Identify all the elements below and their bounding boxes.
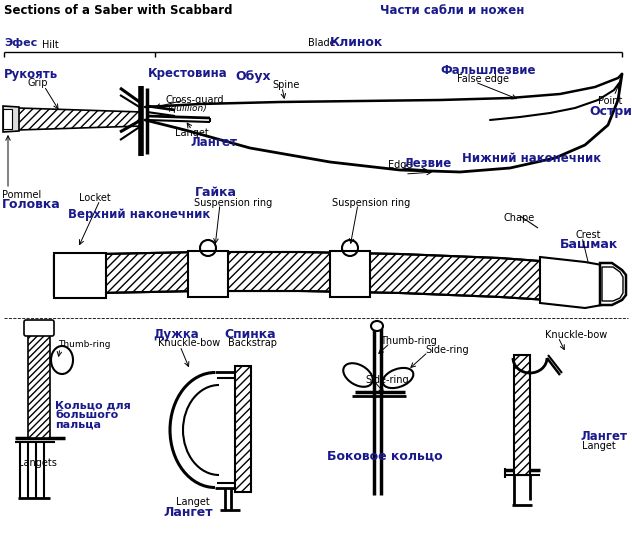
- Bar: [54, 253, 106, 298]
- Text: Верхний наконечник: Верхний наконечник: [68, 208, 210, 221]
- Text: (quillion): (quillion): [167, 104, 207, 113]
- Bar: [235, 366, 251, 492]
- Polygon shape: [3, 109, 12, 129]
- Text: Лезвие: Лезвие: [403, 157, 451, 170]
- Text: False edge: False edge: [457, 74, 509, 84]
- Text: Langet: Langet: [176, 497, 210, 507]
- Text: Лангет: Лангет: [190, 136, 237, 149]
- Text: Edge: Edge: [388, 160, 412, 170]
- Text: Thumb-ring: Thumb-ring: [380, 336, 437, 346]
- Bar: [514, 355, 530, 475]
- Text: Обух: Обух: [235, 70, 270, 83]
- Text: Knuckle-bow: Knuckle-bow: [545, 330, 607, 340]
- Text: Башмак: Башмак: [560, 238, 618, 251]
- Polygon shape: [540, 257, 602, 308]
- Text: Knuckle-bow: Knuckle-bow: [158, 338, 220, 348]
- Text: Части сабли и ножен: Части сабли и ножен: [380, 4, 525, 17]
- Text: Langet: Langet: [582, 441, 616, 451]
- Text: большого: большого: [55, 410, 118, 420]
- Text: Side-ring: Side-ring: [425, 345, 468, 355]
- Text: Крестовина: Крестовина: [148, 67, 228, 80]
- Text: Chape: Chape: [503, 213, 534, 223]
- Bar: [188, 251, 228, 297]
- Text: Cross-guard: Cross-guard: [165, 95, 224, 105]
- Text: Grip: Grip: [28, 78, 49, 88]
- Text: Pommel: Pommel: [2, 190, 41, 200]
- Text: Гайка: Гайка: [195, 186, 237, 199]
- Text: Side-ring: Side-ring: [365, 375, 409, 385]
- Text: Suspension ring: Suspension ring: [194, 198, 272, 208]
- Text: Дужка: Дужка: [153, 328, 198, 341]
- Text: пальца: пальца: [55, 420, 101, 430]
- FancyBboxPatch shape: [24, 320, 54, 336]
- Text: Locket: Locket: [79, 193, 111, 203]
- Text: Langet: Langet: [175, 128, 209, 138]
- Text: Головка: Головка: [2, 198, 61, 211]
- Text: Spine: Spine: [272, 80, 300, 90]
- Text: Нижний наконечник: Нижний наконечник: [462, 152, 601, 165]
- Bar: [330, 251, 370, 297]
- Text: Blade: Blade: [308, 38, 336, 48]
- Text: Langets: Langets: [18, 458, 57, 468]
- Polygon shape: [3, 106, 19, 132]
- Ellipse shape: [371, 321, 383, 331]
- Polygon shape: [602, 267, 623, 301]
- Text: Point: Point: [598, 96, 623, 106]
- Text: Боковое кольцо: Боковое кольцо: [327, 450, 443, 463]
- Text: Crest: Crest: [576, 230, 602, 240]
- Polygon shape: [600, 263, 626, 305]
- Text: Кольцо для: Кольцо для: [55, 400, 131, 410]
- Text: Backstrap: Backstrap: [228, 338, 277, 348]
- Polygon shape: [18, 108, 142, 130]
- Text: Эфес: Эфес: [4, 38, 37, 48]
- Text: Клинок: Клинок: [330, 36, 383, 49]
- Text: Лангет: Лангет: [580, 430, 627, 443]
- Text: Рукоять: Рукоять: [4, 68, 58, 81]
- Polygon shape: [54, 252, 600, 304]
- Bar: [28, 328, 50, 438]
- Text: Лангет: Лангет: [163, 506, 213, 519]
- Text: Thumb-ring: Thumb-ring: [58, 340, 111, 349]
- Text: Спинка: Спинка: [224, 328, 276, 341]
- Text: Фальшлезвие: Фальшлезвие: [440, 64, 535, 77]
- Text: Острие: Острие: [589, 105, 632, 118]
- Text: Suspension ring: Suspension ring: [332, 198, 410, 208]
- Text: Hilt: Hilt: [42, 40, 59, 50]
- Text: Sections of a Saber with Scabbard: Sections of a Saber with Scabbard: [4, 4, 233, 17]
